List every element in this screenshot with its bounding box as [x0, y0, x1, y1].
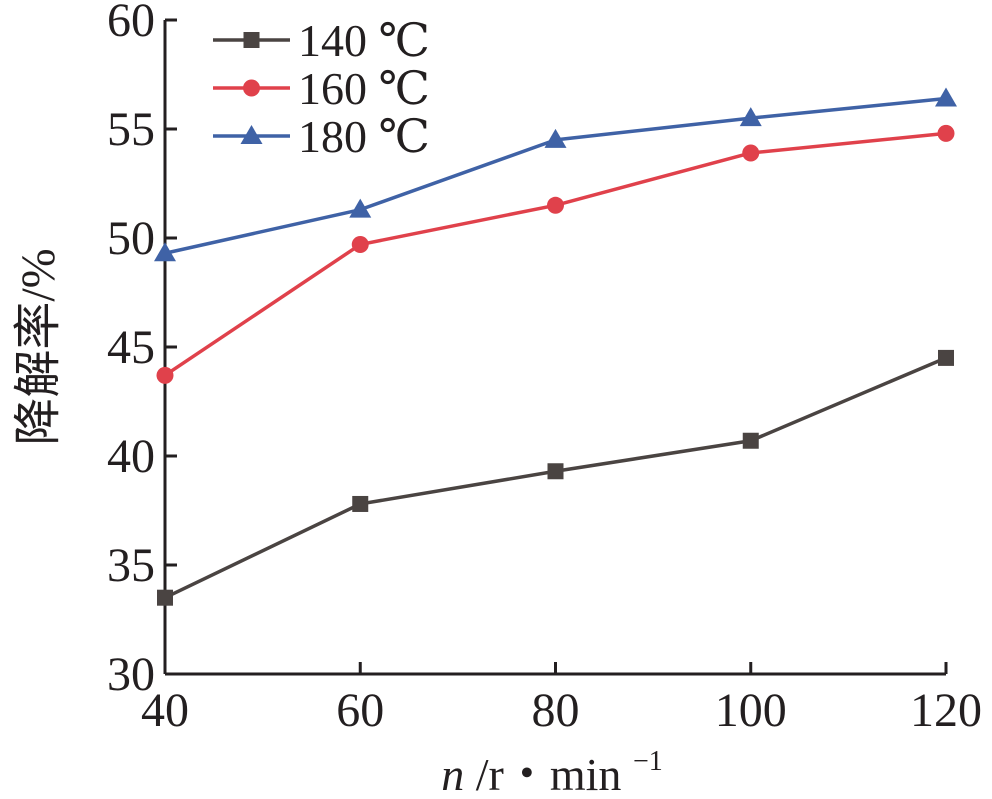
series-2: [156, 124, 955, 384]
legend-item: 140 ℃: [213, 15, 430, 66]
series-1-point: [352, 495, 369, 512]
legend-item: 180 ℃: [213, 111, 430, 162]
legend-marker: [243, 32, 260, 48]
series-3-point: [739, 107, 762, 127]
legend-item: 160 ℃: [213, 63, 430, 114]
series-2-point: [547, 196, 564, 214]
x-tick-label: 80: [532, 684, 580, 737]
x-axis-title-italic: n: [441, 749, 464, 799]
y-tick-label: 35: [107, 539, 155, 592]
series-3-line: [164, 96, 947, 255]
legend-label: 180 ℃: [298, 111, 430, 162]
series-3-point: [349, 198, 372, 218]
series-3-point: [544, 128, 567, 148]
series-1-point: [547, 463, 564, 480]
series-2-point: [937, 124, 955, 142]
x-axis-title-superscript: −1: [633, 746, 663, 777]
y-axis-ticks: 30 35 40 45 50 55 60: [107, 0, 177, 701]
y-tick-label: 45: [107, 321, 155, 374]
x-tick-label: 120: [910, 684, 982, 737]
legend-label: 160 ℃: [298, 63, 430, 114]
series-2-point: [351, 236, 369, 254]
x-axis-ticks: 40 60 80 100 120: [141, 662, 982, 737]
y-axis-title: 降解率/%: [12, 248, 65, 445]
y-tick-label: 55: [107, 103, 155, 156]
series-layer: [154, 87, 957, 606]
legend-marker: [240, 125, 263, 144]
series-1-point: [938, 349, 954, 366]
series-3-point: [154, 242, 176, 262]
y-tick-label: 60: [107, 0, 155, 47]
y-tick-label: 50: [107, 212, 155, 265]
series-1-point: [157, 589, 173, 606]
series-2-point: [742, 144, 760, 162]
series-2-line: [164, 131, 947, 377]
series-3-point: [935, 87, 957, 107]
series-3: [154, 87, 957, 262]
x-tick-label: 40: [141, 684, 189, 737]
series-1-point: [742, 432, 759, 449]
plot-area: 30 35 40 45 50 55 60 40 60 80 100 120: [107, 0, 982, 737]
y-tick-label: 40: [107, 430, 155, 483]
x-axis-title-rest: /r・min: [476, 749, 622, 799]
legend-label: 140 ℃: [298, 15, 430, 66]
series-1: [157, 349, 954, 606]
y-tick-label: 30: [107, 648, 155, 701]
x-axis-title: n /r・min −1: [441, 746, 662, 799]
series-2-point: [156, 366, 174, 384]
x-tick-label: 60: [336, 684, 384, 737]
legend-marker: [243, 79, 260, 97]
x-tick-label: 100: [715, 684, 787, 737]
